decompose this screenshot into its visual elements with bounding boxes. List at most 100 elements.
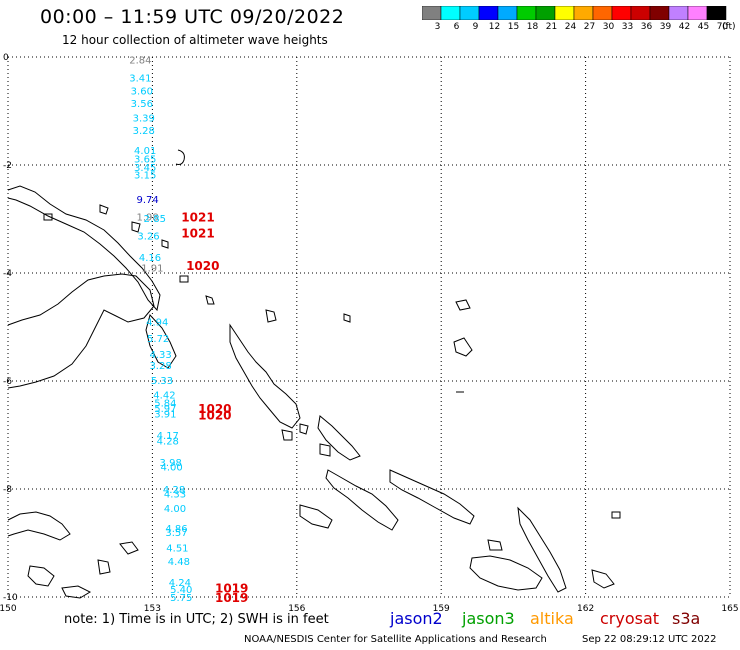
coastline-new-britain-south	[145, 313, 177, 369]
lon-tick-label: 159	[433, 604, 450, 614]
coastline-islet-5	[205, 295, 215, 305]
coastline-shortland	[281, 429, 293, 441]
wave-height-label: 5.33	[151, 376, 173, 387]
wave-height-label: 4.94	[146, 318, 168, 329]
lon-tick-label: 156	[288, 604, 305, 614]
footer-note: note: 1) Time is in UTC; 2) SWH is in fe…	[64, 612, 329, 627]
coastline-islet-6	[175, 149, 185, 165]
colorbar-label: 21	[545, 22, 558, 32]
pressure-label: 1020	[198, 408, 231, 422]
coastline-new-britain	[7, 273, 155, 389]
wave-height-label: 4.00	[164, 504, 186, 515]
colorbar-label: 9	[472, 22, 479, 32]
legend-s3a: s3a	[672, 609, 701, 628]
wave-height-label: 4.33	[149, 350, 171, 361]
colorbar-label: 12	[488, 22, 501, 32]
wave-height-label: 3.26	[137, 232, 159, 243]
lat-tick-label: 0	[3, 53, 9, 63]
wave-height-label: 4.16	[139, 253, 161, 264]
wave-height-label: 4.42	[153, 391, 175, 402]
wave-height-label: 5.40	[170, 585, 192, 596]
wave-height-label: 4.86	[165, 524, 187, 535]
wave-height-label: 3.60	[131, 86, 153, 97]
coastline-louisiade	[61, 585, 92, 599]
wave-height-label: 4.01	[134, 146, 156, 157]
wave-height-label: 4.00	[161, 462, 183, 473]
coastline-islet-3	[455, 299, 471, 311]
wave-height-label: 3.57	[165, 528, 187, 539]
lon-tick-label: 162	[577, 604, 594, 614]
colorbar-label: 33	[621, 22, 634, 32]
wave-height-label: 3.41	[129, 74, 151, 85]
legend-jason3: jason3	[462, 609, 515, 628]
lat-tick-label: -6	[3, 377, 12, 387]
wave-height-label: 4.28	[163, 485, 185, 496]
wave-height-label: 4.17	[157, 431, 179, 442]
coastline-woodlark	[119, 541, 139, 555]
colorbar-label: 30	[602, 22, 615, 32]
coastline-rennell	[591, 569, 615, 589]
wave-height-label: 3.91	[154, 409, 176, 420]
pressure-label: 1019	[215, 581, 248, 595]
wave-height-label: 4.48	[168, 557, 190, 568]
colorbar-label: 15	[507, 22, 520, 32]
coastline-d-entrecasteaux	[27, 565, 55, 587]
pressure-label: 1020	[198, 402, 231, 416]
legend-altika: altika	[530, 609, 574, 628]
colorbar-label: 42	[678, 22, 691, 32]
coastline-islet-10	[131, 221, 141, 233]
coastline-new-ireland	[7, 185, 161, 312]
lat-tick-label: -10	[3, 593, 18, 603]
legend-jason2: jason2	[390, 609, 443, 628]
colorbar-label: 18	[526, 22, 539, 32]
wave-height-label: 3.28	[133, 126, 155, 137]
wave-height-label: 5.72	[147, 334, 169, 345]
wave-height-label: 3.15	[134, 171, 156, 182]
wave-height-label: 3.45	[134, 163, 156, 174]
footer-credit: NOAA/NESDIS Center for Satellite Applica…	[244, 634, 547, 645]
map-title: 00:00 – 11:59 UTC 09/20/2022	[40, 6, 345, 28]
footer-timestamp: Sep 22 08:29:12 UTC 2022	[582, 634, 717, 645]
wave-height-label: 3.28	[149, 361, 171, 372]
coastlines	[7, 149, 621, 599]
wave-height-label: 4.28	[157, 436, 179, 447]
wave-height-label: 2.85	[144, 214, 166, 225]
lat-tick-label: -8	[3, 485, 12, 495]
coastline-islet-8	[99, 204, 109, 215]
wave-height-observations: 2.84 3.413.60 3.56 3.39 3.28 4.013.653.453.15…	[129, 56, 192, 604]
wave-height-label: 5.75	[170, 593, 192, 604]
colorbar-unit: (ft)	[722, 22, 736, 32]
colorbar-label: 36	[640, 22, 653, 32]
coastline-santa-isabel	[389, 469, 475, 525]
pressure-label: 1021	[181, 227, 214, 241]
colorbar-label: 24	[564, 22, 577, 32]
colorbar-label: 3	[434, 22, 441, 32]
coastline-islet-11	[179, 275, 189, 283]
colorbar-label: 39	[659, 22, 672, 32]
coastline-treasury	[299, 423, 309, 435]
coastline-new-georgia	[325, 469, 399, 531]
wave-height-label: 1.98	[136, 212, 158, 223]
coastline-islet-13	[611, 511, 621, 519]
pressure-label: 1019	[215, 591, 248, 605]
lon-tick-label: 165	[721, 604, 738, 614]
lon-tick-label: 153	[144, 604, 161, 614]
wave-height-label: 5.84	[154, 399, 176, 410]
axis-labels: 150 153 156 159 162 165 0 -2 -4 -6 -8 -10	[0, 53, 739, 614]
pressure-label: 1021	[181, 210, 214, 224]
pressure-label: 1020	[186, 259, 219, 273]
map-subtitle: 12 hour collection of altimeter wave hei…	[62, 33, 328, 47]
coastline-islet-9	[43, 213, 53, 221]
legend-cryosat: cryosat	[600, 609, 660, 628]
colorbar-label: 6	[453, 22, 460, 32]
lon-tick-label: 150	[0, 604, 17, 614]
wave-height-label: 4.24	[169, 578, 191, 589]
coastline-malaita	[517, 506, 567, 593]
wave-height-label: 4.33	[164, 489, 186, 500]
wave-height-label: 3.56	[131, 99, 153, 110]
lat-tick-label: -2	[3, 161, 12, 171]
wave-height-label: 3.98	[160, 458, 182, 469]
colorbar-swatch	[706, 6, 727, 20]
wave-height-label: 4.51	[166, 543, 188, 554]
